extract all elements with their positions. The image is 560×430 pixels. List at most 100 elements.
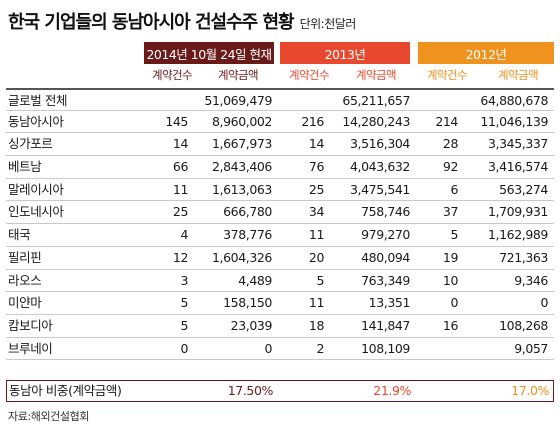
table-row: 글로벌 전체 51,069,479 65,211,657 64,880,678 [6, 88, 554, 111]
table-row: 캄보디아 5 23,039 18 141,847 16 108,268 [6, 315, 554, 338]
row-label: 캄보디아 [8, 317, 53, 333]
cell-a13: 763,349 [361, 272, 410, 288]
cell-n13: 216 [301, 113, 324, 129]
source-note: 자료:해외건설협회 [8, 410, 90, 423]
cell-n12: 0 [450, 295, 458, 311]
group-header-2012: 2012년 [418, 42, 554, 64]
cell-n12: 37 [442, 204, 459, 220]
cell-n13 [280, 90, 324, 112]
subheader-row: 계약건수 계약금액 계약건수 계약금액 계약건수 계약금액 [144, 64, 554, 86]
cell-a12: 563,274 [499, 181, 548, 197]
subheader-count-2013: 계약건수 [289, 68, 330, 82]
data-table: 글로벌 전체 51,069,479 65,211,657 64,880,678 동남아시… [6, 88, 554, 361]
table-row: 태국 4 378,776 11 979,270 5 1,162,989 [6, 224, 554, 247]
group-header-2013: 2013년 [280, 42, 410, 64]
cell-a13: 3,475,541 [349, 181, 410, 197]
cell-a13: 141,847 [361, 317, 410, 333]
table-row: 인도네시아 25 666,780 34 758,746 37 1,709,931 [6, 201, 554, 225]
cell-n12: 16 [442, 317, 459, 333]
share-row: 동남아 비중(계약금액) 17.50% 21.9% 17.0% [6, 380, 554, 402]
cell-n13: 25 [308, 181, 325, 197]
cell-n12: 10 [442, 272, 459, 288]
cell-n14: 14 [172, 136, 189, 152]
table-row: 동남아시아 145 8,960,002 216 14,280,243 214 11,046,… [6, 111, 554, 134]
cell-a14: 1,604,326 [211, 249, 272, 265]
cell-a12: 3,345,337 [487, 136, 548, 152]
page-title: 한국 기업들의 동남아시아 건설수주 현황 [8, 12, 295, 33]
cell-n12: 92 [442, 159, 459, 175]
subheader-count-2014: 계약건수 [152, 68, 193, 82]
cell-n13: 11 [308, 295, 325, 311]
cell-a12: 1,709,931 [487, 204, 548, 220]
cell-n14 [144, 90, 188, 112]
cell-a12: 9,346 [514, 272, 548, 288]
table-row: 말레이시아 11 1,613,063 25 3,475,541 6 563,274 [6, 179, 554, 202]
row-label: 필리핀 [8, 249, 42, 265]
cell-n14: 4 [180, 227, 188, 243]
cell-n13: 18 [308, 317, 325, 333]
subheader-amount-2014: 계약금액 [218, 68, 259, 82]
table-row: 싱가포르 14 1,667,973 14 3,516,304 28 3,345,337 [6, 133, 554, 157]
cell-n12: 5 [450, 227, 458, 243]
cell-n14: 11 [172, 181, 189, 197]
share-2014: 17.50% [227, 383, 274, 398]
cell-a14: 378,776 [223, 227, 272, 243]
cell-n13: 76 [308, 159, 325, 175]
cell-a13: 480,094 [361, 249, 410, 265]
cell-n14: 66 [172, 159, 189, 175]
cell-a13: 108,109 [361, 340, 410, 356]
cell-a14: 666,780 [223, 204, 272, 220]
subheader-amount-2013: 계약금액 [356, 68, 397, 82]
cell-a12: 9,057 [514, 340, 548, 356]
group-header-2014: 2014년 10월 24일 현재 [144, 42, 274, 64]
table-row: 필리핀 12 1,604,326 20 480,094 19 721,363 [6, 247, 554, 270]
cell-n12: 28 [442, 136, 459, 152]
share-label: 동남아 비중(계약금액) [9, 383, 122, 398]
cell-n12: 6 [450, 181, 458, 197]
table-row: 베트남 66 2,843,406 76 4,043,632 92 3,416,574 [6, 156, 554, 179]
cell-a14: 4,489 [238, 272, 272, 288]
cell-n13: 5 [316, 272, 324, 288]
table-row: 미얀마 5 158,150 11 13,351 0 0 [6, 292, 554, 315]
cell-n13: 11 [308, 227, 325, 243]
subheader-count-2012: 계약건수 [427, 68, 468, 82]
subheader-amount-2012: 계약금액 [498, 68, 539, 82]
row-label: 글로벌 전체 [8, 93, 68, 108]
cell-n12: 214 [435, 113, 458, 129]
cell-a12: 108,268 [499, 317, 548, 333]
cell-n12: 19 [442, 249, 459, 265]
cell-n14: 25 [172, 204, 189, 220]
cell-n13: 34 [308, 204, 325, 220]
cell-n13: 14 [308, 136, 325, 152]
row-label: 태국 [8, 227, 31, 243]
cell-n13: 2 [316, 340, 324, 356]
cell-a13: 13,351 [368, 295, 411, 311]
cell-a14: 23,039 [230, 317, 273, 333]
cell-a12: 3,416,574 [487, 159, 548, 175]
share-2012: 17.0% [511, 383, 549, 398]
cell-a14: 8,960,002 [211, 113, 272, 129]
cell-a13: 14,280,243 [342, 113, 410, 129]
row-label: 미얀마 [8, 295, 42, 311]
cell-a14: 1,613,063 [211, 181, 272, 197]
cell-n14: 5 [180, 295, 188, 311]
cell-n14: 0 [180, 340, 188, 356]
cell-n14: 145 [165, 113, 188, 129]
row-label: 브루네이 [8, 340, 53, 356]
cell-a14: 51,069,479 [204, 93, 272, 108]
row-label: 베트남 [8, 159, 42, 175]
cell-a12: 64,880,678 [480, 93, 548, 108]
cell-a13: 979,270 [361, 227, 410, 243]
cell-n14: 5 [180, 317, 188, 333]
cell-a14: 2,843,406 [211, 159, 272, 175]
cell-a14: 1,667,973 [211, 136, 272, 152]
title-row: 한국 기업들의 동남아시아 건설수주 현황 단위:천달러 [8, 8, 356, 34]
cell-n13: 20 [308, 249, 325, 265]
unit-label: 단위:천달러 [299, 17, 357, 31]
cell-a13: 4,043,632 [349, 159, 410, 175]
cell-n14: 12 [172, 249, 189, 265]
cell-a13: 758,746 [361, 204, 410, 220]
row-label: 동남아시아 [8, 113, 64, 129]
table-row: 라오스 3 4,489 5 763,349 10 9,346 [6, 270, 554, 293]
cell-a12: 0 [540, 295, 548, 311]
